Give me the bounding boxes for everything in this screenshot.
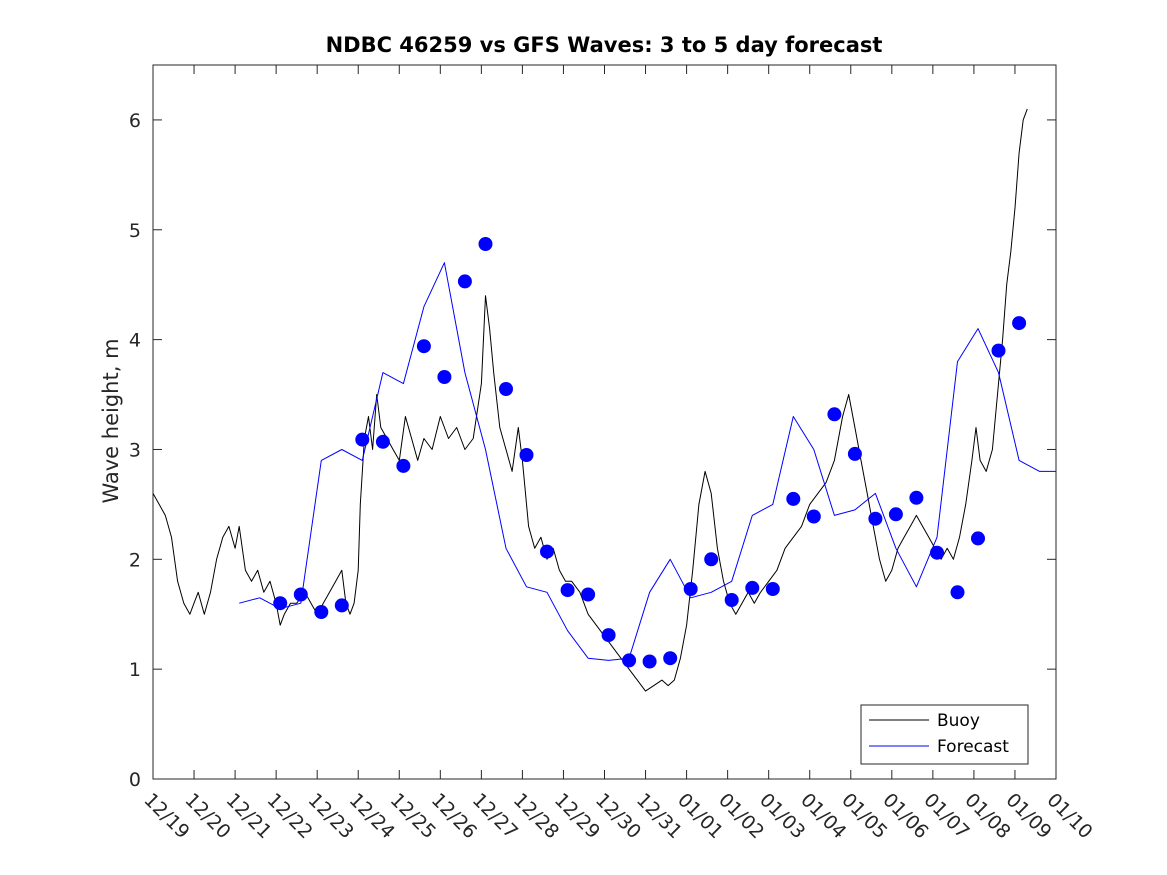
forecast-marker bbox=[704, 552, 719, 567]
plot-area bbox=[152, 64, 1057, 780]
forecast-marker bbox=[396, 458, 411, 473]
legend-forecast-label: Forecast bbox=[937, 737, 1009, 757]
forecast-marker bbox=[375, 434, 390, 449]
legend-buoy-label: Buoy bbox=[937, 711, 980, 731]
forecast-marker bbox=[478, 237, 493, 251]
y-axis-label: Wave height, m bbox=[99, 338, 123, 503]
forecast-marker bbox=[355, 432, 370, 447]
forecast-marker bbox=[437, 370, 452, 384]
forecast-marker bbox=[314, 605, 329, 619]
forecast-marker bbox=[930, 545, 944, 560]
forecast-marker bbox=[560, 583, 575, 598]
forecast-marker bbox=[601, 628, 616, 643]
forecast-marker bbox=[457, 274, 472, 289]
forecast-marker bbox=[683, 582, 698, 596]
forecast-marker bbox=[765, 582, 780, 596]
forecast-marker bbox=[622, 653, 637, 668]
forecast-marker bbox=[499, 382, 513, 396]
forecast-marker bbox=[334, 598, 349, 613]
y-axis-ticks: 0 1 2 3 4 5 6 bbox=[129, 110, 1056, 791]
forecast-marker bbox=[827, 407, 842, 422]
forecast-marker bbox=[786, 491, 801, 506]
legend: Buoy Forecast bbox=[860, 704, 1029, 765]
forecast-marker bbox=[991, 343, 1006, 358]
y-tick-label: 0 bbox=[129, 769, 141, 791]
forecast-marker bbox=[806, 509, 821, 524]
forecast-marker bbox=[847, 446, 862, 461]
y-tick-label: 2 bbox=[129, 549, 141, 571]
data-layer bbox=[153, 108, 1056, 692]
forecast-marker bbox=[540, 544, 554, 559]
forecast-marker bbox=[950, 585, 965, 600]
legend-box bbox=[860, 704, 1029, 765]
forecast-marker bbox=[581, 587, 596, 602]
forecast-marker bbox=[745, 580, 760, 595]
y-tick-label: 6 bbox=[129, 110, 141, 132]
forecast-marker bbox=[868, 511, 883, 526]
chart-title: NDBC 46259 vs GFS Waves: 3 to 5 day fore… bbox=[326, 33, 883, 57]
forecast-marker bbox=[1012, 316, 1027, 331]
forecast-marker bbox=[293, 587, 308, 602]
forecast-marker bbox=[724, 593, 739, 607]
forecast-marker bbox=[663, 651, 678, 666]
forecast-marker bbox=[273, 596, 288, 611]
y-tick-label: 1 bbox=[129, 659, 141, 681]
forecast-marker bbox=[971, 531, 985, 546]
forecast-marker bbox=[642, 654, 657, 669]
y-tick-label: 5 bbox=[129, 220, 141, 242]
forecast-marker bbox=[519, 448, 534, 462]
series-line-forecast bbox=[239, 262, 1056, 661]
forecast-marker bbox=[909, 490, 924, 505]
forecast-marker bbox=[416, 339, 431, 354]
y-tick-label: 4 bbox=[129, 330, 141, 352]
forecast-marker bbox=[888, 507, 903, 522]
y-tick-label: 3 bbox=[129, 439, 141, 461]
